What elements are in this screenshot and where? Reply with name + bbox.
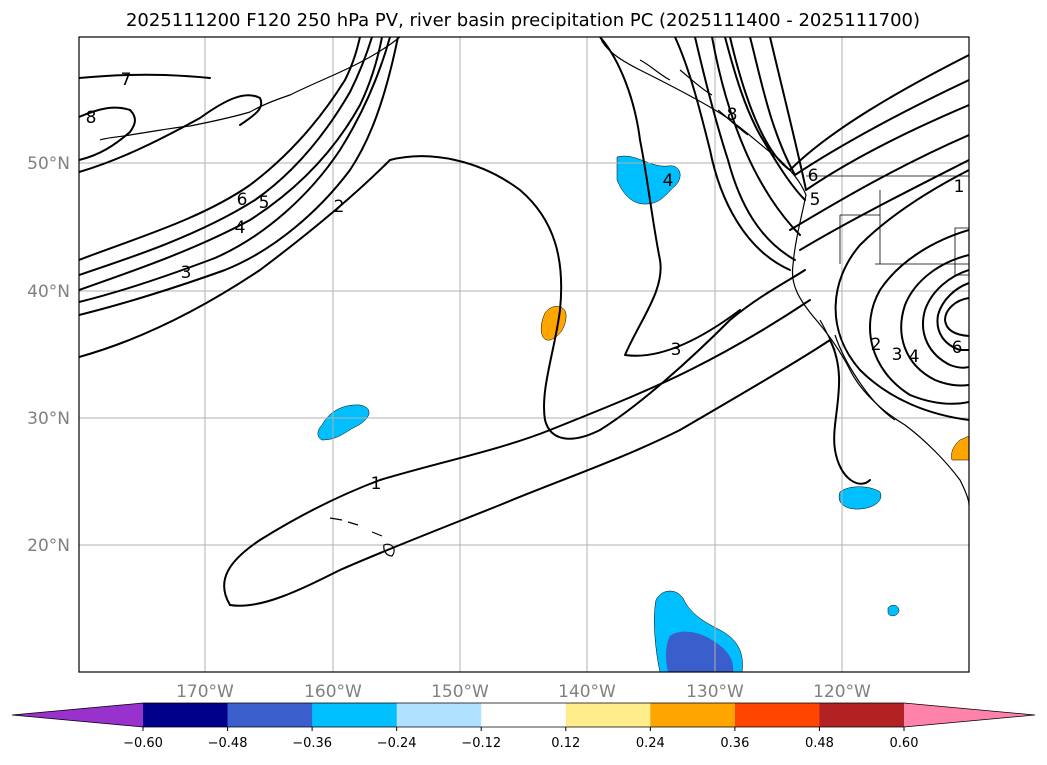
- contour-1-west: [79, 159, 391, 358]
- colorbar-extend-min: [12, 703, 143, 727]
- coast-aleutians: [99, 111, 251, 141]
- contour-6: [79, 37, 361, 261]
- contour-label: 6: [237, 190, 248, 210]
- longitude-labels: 170°W 160°W 150°W 140°W 130°W 120°W: [176, 682, 871, 702]
- contour-label: 6: [952, 338, 963, 358]
- contour-4: [79, 37, 383, 291]
- contour-label: 3: [181, 263, 192, 283]
- colorbar-segment: [819, 703, 905, 727]
- contour-trough-2: [694, 37, 796, 261]
- colorbar-tick-label: 0.60: [890, 736, 919, 751]
- contour-ridge-3: [769, 37, 969, 191]
- map-frame: [78, 36, 970, 673]
- contour-cutoff-6: [944, 297, 969, 337]
- lat-label-20n: 20°N: [27, 536, 70, 556]
- contour-label: 4: [235, 218, 246, 238]
- shade-neg-central-pacific: [317, 404, 370, 441]
- lon-label-170w: 170°W: [176, 682, 234, 702]
- contour-cutoff-5: [936, 282, 969, 351]
- contour-trough-1: [674, 37, 791, 271]
- map-area: 7 8 6 5 4 3 2 1 3 4 8 6 5 2 3 4 6 1: [79, 37, 969, 672]
- colorbar-segment: [734, 703, 820, 727]
- contour-ridge-4: [789, 134, 969, 231]
- contour-label: 6: [808, 166, 819, 186]
- contour-5: [79, 37, 373, 276]
- lat-label-40n: 40°N: [27, 282, 70, 302]
- contour-ridge-1: [729, 37, 969, 171]
- contour-label: 4: [663, 171, 674, 191]
- colorbar-ticks: −0.60 −0.48 −0.36 −0.24 −0.12 0.12 0.24 0.36 0.4…: [123, 727, 918, 751]
- colorbar-tick-label: −0.24: [377, 736, 417, 751]
- contour-cutoff-3: [900, 254, 969, 387]
- figure-title: 2025111200 F120 250 hPa PV, river basin …: [126, 10, 920, 31]
- contour-label: 2: [871, 335, 882, 355]
- latitude-labels: 50°N 40°N 30°N 20°N: [27, 154, 70, 556]
- lon-label-130w: 130°W: [686, 682, 744, 702]
- contour-cutoff-1: [834, 169, 969, 421]
- colorbar-segment: [227, 703, 313, 727]
- coast-hawaii: [329, 517, 395, 557]
- colorbar-segment: [396, 703, 482, 727]
- lon-label-160w: 160°W: [304, 682, 362, 702]
- contour-cutoff-2: [869, 229, 969, 405]
- contour-label: 1: [371, 474, 382, 494]
- colorbar-tick-label: 0.48: [805, 736, 834, 751]
- contour-ridge-2: [749, 37, 969, 176]
- contour-western-8: [79, 106, 136, 161]
- lon-label-150w: 150°W: [431, 682, 489, 702]
- shade-pos-mexico: [951, 435, 969, 461]
- colorbar-tick-label: 0.36: [720, 736, 749, 751]
- colorbar-extend-max: [904, 703, 1035, 727]
- colorbar-tick-label: −0.48: [208, 736, 248, 751]
- contour-label: 3: [671, 340, 682, 360]
- shade-neg-baja: [838, 486, 882, 510]
- coast-alaska: [249, 37, 401, 113]
- coastlines: [99, 37, 969, 557]
- contour-label: 8: [727, 105, 738, 125]
- colorbar-segment: [481, 703, 567, 727]
- colorbar-segment: [565, 703, 651, 727]
- contour-label: 8: [86, 108, 97, 128]
- contour-label: 1: [954, 177, 965, 197]
- contour-label: 3: [892, 345, 903, 365]
- colorbar-segments: [143, 703, 905, 727]
- shade-neg-north-pacific: [616, 155, 681, 205]
- colorbar-tick-label: −0.12: [461, 736, 501, 751]
- lon-label-140w: 140°W: [558, 682, 616, 702]
- contour-label: 5: [259, 193, 270, 213]
- contour-labels: 7 8 6 5 4 3 2 1 3 4 8 6 5 2 3 4 6 1: [86, 70, 965, 494]
- contour-3: [79, 37, 391, 303]
- contour-7-loop: [79, 94, 263, 173]
- contour-1-inner: [229, 339, 871, 607]
- contour-label: 4: [909, 347, 920, 367]
- colorbar-tick-label: 0.24: [636, 736, 665, 751]
- colorbar-segment: [143, 703, 229, 727]
- shade-neg-tropical-east: [887, 604, 900, 617]
- contour-western-7: [79, 73, 211, 79]
- coast-north-america: [599, 37, 969, 506]
- pv-contours: [79, 37, 969, 607]
- contour-ridge-5: [799, 159, 969, 251]
- lat-label-30n: 30°N: [27, 409, 70, 429]
- contour-trough-3: [711, 37, 801, 236]
- lat-label-50n: 50°N: [27, 154, 70, 174]
- lon-label-120w: 120°W: [813, 682, 871, 702]
- shade-neg-strong-south: [665, 631, 734, 672]
- colorbar: −0.60 −0.48 −0.36 −0.24 −0.12 0.12 0.24 0.36 0.4…: [11, 702, 1036, 751]
- colorbar-segment: [650, 703, 736, 727]
- contour-1-south: [223, 299, 811, 606]
- contour-label: 2: [334, 197, 345, 217]
- contour-trough-4: [724, 37, 806, 201]
- contour-2-west: [79, 37, 399, 316]
- colorbar-tick-label: −0.60: [123, 736, 163, 751]
- colorbar-tick-label: 0.12: [551, 736, 580, 751]
- colorbar-segment: [312, 703, 398, 727]
- contour-label: 7: [121, 70, 132, 90]
- contour-1: [599, 37, 741, 357]
- contour-label: 5: [810, 190, 821, 210]
- contour-2-central: [389, 155, 806, 440]
- colorbar-tick-label: −0.36: [292, 736, 332, 751]
- contour-cutoff-4: [922, 269, 969, 369]
